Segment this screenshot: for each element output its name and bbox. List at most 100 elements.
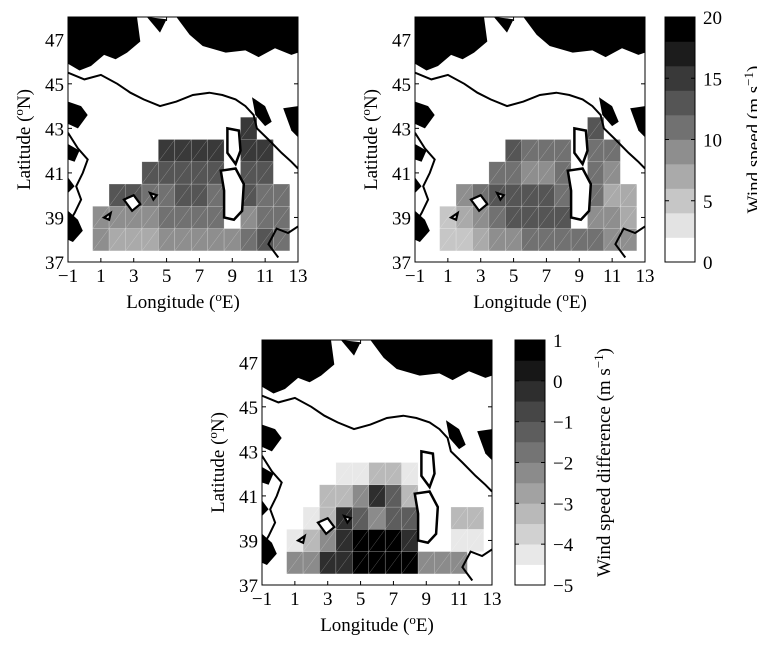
colorbar-swatch — [665, 41, 695, 67]
cell-diagonal — [286, 529, 304, 552]
cell-diagonal — [174, 139, 192, 162]
colorbar-swatch — [665, 188, 695, 214]
grid-cell — [554, 139, 572, 163]
cell-diagonal — [141, 206, 159, 229]
y-tick-label: 43 — [392, 119, 411, 140]
colorbar-swatch — [515, 340, 545, 361]
cell-diagonal — [352, 484, 369, 508]
colorbar-label-text: Wind speed difference (m s — [594, 368, 615, 577]
cell-diagonal — [108, 183, 126, 207]
colorbar-label-text: Wind speed (m s — [744, 86, 757, 213]
cell-diagonal — [191, 139, 208, 162]
x-tick-label: 13 — [636, 266, 655, 287]
cell-diagonal — [207, 139, 225, 162]
cell-diagonal — [302, 551, 320, 575]
cell-diagonal — [319, 551, 337, 575]
y-tick-label: 37 — [45, 253, 64, 274]
small-island — [448, 210, 460, 222]
cell-diagonal — [141, 161, 159, 185]
colorbar-swatch — [515, 503, 545, 525]
cell-diagonal — [455, 228, 473, 252]
small-island — [316, 516, 336, 536]
cell-diagonal — [286, 551, 304, 575]
y-axis: 37 39 41 43 45 47 — [392, 30, 645, 274]
colorbar-swatch — [515, 544, 545, 565]
cell-diagonal — [368, 551, 386, 575]
cell-diagonal — [207, 161, 225, 185]
colorbar-swatch — [665, 139, 695, 165]
x-tick-label: 9 — [422, 589, 432, 610]
x-axis-label: Longitude (oE) — [320, 612, 434, 636]
cell-diagonal — [455, 206, 473, 229]
axes-frame — [67, 16, 299, 263]
small-island — [147, 191, 159, 202]
cell-diagonal — [521, 183, 539, 207]
x-tick-label: −1 — [252, 589, 272, 610]
island-outline — [413, 490, 440, 545]
land-shape — [262, 340, 335, 394]
x-tick-label: 11 — [256, 266, 274, 287]
land-shape — [415, 101, 435, 129]
y-label-text: Latitude ( — [208, 439, 229, 513]
panel-label: (b) — [418, 34, 440, 55]
colorbar-label-exponent: −1 — [741, 72, 756, 86]
cell-grid — [286, 462, 485, 575]
cell-diagonal — [505, 183, 522, 207]
x-tick-label: 7 — [389, 589, 399, 610]
colorbar-swatch — [515, 482, 545, 504]
land-shape — [252, 97, 272, 127]
land-shape — [340, 340, 361, 356]
cell-diagonal — [368, 529, 386, 552]
cell-diagonal — [302, 506, 320, 530]
colorbar-tick-label: 10 — [703, 131, 722, 152]
cell-diagonal — [439, 228, 457, 252]
colorbar-swatch — [515, 564, 545, 586]
cell-diagonal — [335, 462, 353, 485]
y-tick-label: 45 — [392, 75, 411, 96]
land-shape — [446, 420, 466, 450]
colorbar-tick-label: −1 — [553, 413, 573, 434]
cell-diagonal — [92, 228, 110, 252]
cell-diagonal — [554, 228, 572, 252]
grid-cell — [368, 462, 386, 486]
cell-diagonal — [455, 183, 473, 207]
cell-diagonal — [587, 139, 605, 162]
small-island — [494, 191, 506, 202]
coastline — [68, 71, 298, 170]
land-shape — [262, 500, 269, 516]
coastline — [267, 225, 298, 259]
colorbar-swatch — [515, 442, 545, 463]
x-tick-label: −1 — [405, 266, 425, 287]
cell-diagonal — [538, 228, 555, 252]
cell-diagonal — [335, 551, 353, 575]
cell-diagonal — [352, 529, 369, 552]
cell-diagonal — [450, 529, 468, 552]
cell-diagonal — [488, 161, 506, 185]
land-shape — [477, 429, 492, 461]
cell-diagonal — [240, 228, 258, 252]
cell-diagonal — [467, 506, 484, 530]
land-shape — [415, 17, 488, 71]
small-island — [295, 533, 307, 545]
y-tick-label: 37 — [392, 253, 411, 274]
colorbar-tick-label: 0 — [553, 372, 563, 393]
axes-frame — [414, 16, 646, 263]
island-outline — [219, 167, 246, 222]
y-tick-label: 41 — [239, 487, 258, 508]
grid-cell — [488, 161, 506, 185]
cell-diagonal — [191, 161, 208, 185]
colorbar-swatch — [515, 462, 545, 484]
island-outline — [420, 449, 436, 490]
cell-diagonal — [620, 183, 637, 207]
cell-diagonal — [554, 183, 572, 207]
cell-diagonal — [472, 228, 490, 252]
cell-diagonal — [256, 139, 274, 162]
cell-diagonal — [385, 551, 402, 575]
colorbar-swatch — [665, 66, 695, 91]
land-shape — [493, 17, 514, 33]
land-shape — [262, 467, 274, 485]
y-tick-label: 45 — [45, 75, 64, 96]
small-island — [101, 210, 113, 222]
colorbar-swatch — [665, 237, 695, 263]
y-tick-label: 41 — [392, 164, 411, 185]
